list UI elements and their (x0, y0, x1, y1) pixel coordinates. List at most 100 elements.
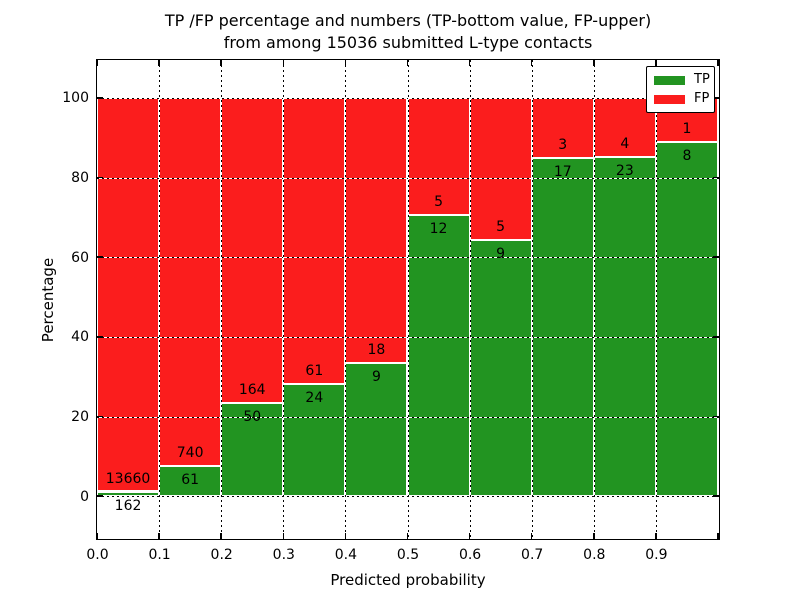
plot-area: TP FP 13660 162 740 61 164 50 61 24 18 9 5 12 5 9 3 17 4 2… (96, 59, 720, 540)
y-tick-right (713, 176, 719, 179)
tp-count-label: 9 (371, 369, 381, 386)
y-tick-label: 40 (71, 329, 89, 346)
tp-count-label: 61 (181, 471, 200, 488)
x-tick-top (406, 60, 409, 66)
x-gridline (283, 60, 285, 539)
x-tick-top (655, 60, 657, 66)
y-tick-right (713, 495, 719, 497)
x-gridline (221, 60, 223, 539)
bar-segment-fp (593, 97, 656, 157)
fp-count-label: 164 (238, 382, 266, 399)
tp-count-label: 8 (682, 148, 692, 165)
y-tick-left (97, 256, 103, 258)
x-gridline (531, 60, 533, 539)
y-tick-left (97, 495, 103, 497)
x-tick-label: 0.5 (396, 547, 420, 563)
x-tick-label: 0.0 (86, 547, 109, 563)
bar-segment-tp (531, 157, 594, 497)
y-tick-label: 0 (80, 488, 89, 505)
x-gridline (655, 60, 657, 539)
y-tick-label: 100 (62, 90, 89, 107)
legend-row-tp: TP (654, 72, 710, 87)
bar-segment-tp (159, 465, 222, 497)
fp-count-label: 740 (176, 444, 204, 461)
x-gridline (345, 60, 347, 539)
x-tick-top (717, 60, 719, 66)
bar-segment-fp (345, 97, 408, 364)
x-tick-bottom (158, 533, 160, 539)
y-tick-left (97, 176, 103, 179)
legend-swatch-tp (654, 75, 685, 85)
y-tick-left (97, 97, 103, 99)
tp-count-label: 50 (243, 409, 262, 426)
x-gridline (469, 60, 471, 539)
x-gridline (593, 60, 595, 539)
y-tick-right (713, 336, 719, 338)
x-tick-label: 0.3 (272, 547, 295, 563)
x-tick-bottom (406, 533, 409, 539)
bar-segment-fp (469, 97, 532, 241)
x-tick-label: 0.2 (210, 547, 233, 563)
bar-segment-fp (97, 97, 160, 492)
x-tick-label: 0.1 (148, 547, 171, 563)
tp-count-label: 17 (553, 163, 572, 180)
fp-count-label: 4 (620, 135, 630, 152)
x-gridline (407, 60, 409, 539)
tp-count-label: 9 (496, 246, 506, 263)
y-tick-left (97, 336, 103, 338)
fp-count-label: 13660 (105, 470, 151, 487)
fp-count-label: 1 (682, 121, 692, 138)
bar-segment-fp (407, 97, 470, 215)
bar-segment-fp (531, 97, 594, 158)
tp-count-label: 23 (615, 162, 634, 179)
y-tick-label: 20 (71, 409, 89, 425)
bar-segment-fp (159, 97, 222, 466)
y-tick-right (713, 415, 719, 418)
tp-count-label: 24 (305, 389, 324, 406)
legend-row-fp: FP (654, 91, 710, 106)
x-tick-label: 0.7 (521, 547, 544, 563)
x-tick-top (220, 60, 222, 66)
x-tick-label: 0.9 (645, 547, 668, 563)
x-tick-bottom (655, 533, 657, 539)
x-tick-bottom (344, 533, 347, 539)
x-tick-top (97, 60, 98, 66)
chart-title: TP /FP percentage and numbers (TP-bottom… (96, 10, 720, 54)
legend-label: FP (694, 91, 710, 106)
bar-segment-tp (593, 156, 656, 497)
bar-segment-tp (655, 142, 718, 497)
x-tick-top (282, 60, 285, 66)
x-tick-top (530, 60, 533, 66)
y-tick-label: 80 (71, 170, 89, 186)
x-gridline (159, 60, 161, 539)
chart-title-line2: from among 15036 submitted L-type contac… (223, 33, 593, 52)
bar-segment-tp (97, 491, 160, 497)
bar-segment-fp (221, 97, 284, 404)
bar-segment-fp (283, 97, 346, 384)
fp-count-label: 3 (558, 136, 568, 153)
y-tick-left (97, 415, 103, 418)
x-tick-bottom (530, 533, 533, 539)
x-tick-bottom (282, 533, 285, 539)
legend: TP FP (646, 66, 715, 113)
fp-count-label: 61 (305, 362, 324, 379)
legend-label: TP (694, 72, 710, 87)
y-tick-label: 60 (71, 249, 89, 266)
x-tick-label: 0.6 (458, 547, 482, 563)
x-tick-bottom (97, 533, 98, 539)
chart-title-line1: TP /FP percentage and numbers (TP-bottom… (164, 11, 652, 30)
x-tick-top (158, 60, 160, 66)
bar-segment-tp (283, 383, 346, 497)
x-tick-label: 0.4 (334, 547, 358, 563)
bar-segment-tp (345, 363, 408, 497)
y-tick-right (713, 256, 719, 258)
x-tick-top (593, 60, 595, 66)
fp-count-label: 5 (496, 219, 506, 236)
fp-count-label: 5 (434, 193, 443, 210)
x-tick-bottom (220, 533, 222, 539)
tp-count-label: 12 (429, 220, 448, 237)
x-tick-bottom (593, 533, 595, 539)
bar-segment-tp (469, 240, 532, 497)
x-tick-top (344, 60, 347, 66)
x-tick-top (468, 60, 471, 66)
